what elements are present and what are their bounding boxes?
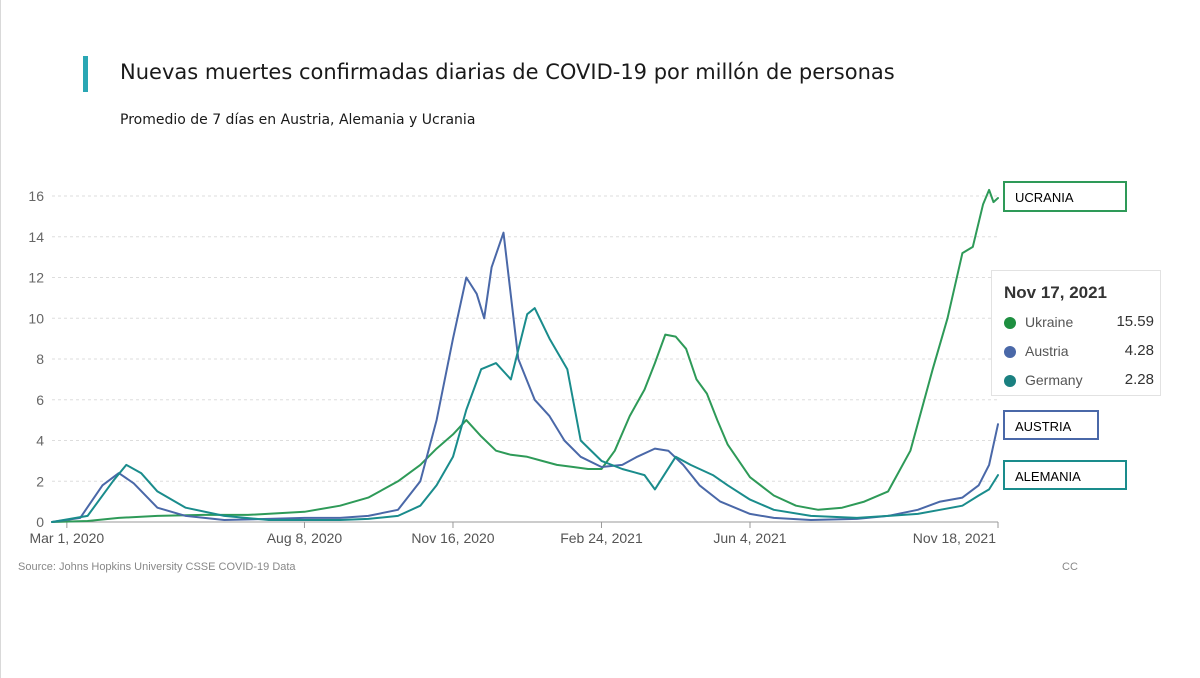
- x-tick-label: Jun 4, 2021: [713, 530, 786, 546]
- chart-title: Nuevas muertes confirmadas diarias de CO…: [120, 60, 895, 84]
- series-line-ukraine: [51, 188, 999, 523]
- x-tick-label: Nov 18, 2021: [913, 530, 996, 546]
- tooltip-series-value: 4.28: [1124, 342, 1154, 359]
- gridlines: [52, 195, 998, 482]
- chart-subtitle: Promedio de 7 días en Austria, Alemania …: [120, 112, 476, 128]
- series-lines: [51, 188, 999, 523]
- source-cc: CC: [1062, 561, 1078, 573]
- y-tick-label: 12: [28, 270, 44, 286]
- legend-dot-icon: [1004, 346, 1016, 358]
- tooltip-series-value: 2.28: [1124, 371, 1154, 388]
- x-tick-label: Aug 8, 2020: [267, 530, 343, 546]
- annotation-austria: AUSTRIA: [1003, 410, 1099, 440]
- x-tick-label: Feb 24, 2021: [560, 530, 643, 546]
- y-axis-ticks: 0 2 4 6 8 10 12 14 16: [28, 188, 44, 530]
- legend-dot-icon: [1004, 317, 1016, 329]
- y-tick-label: 2: [36, 473, 44, 489]
- tooltip-row-germany: Germany 2.28: [1004, 371, 1154, 393]
- tooltip-date: Nov 17, 2021: [1004, 283, 1108, 302]
- tooltip-row-austria: Austria 4.28: [1004, 342, 1154, 364]
- y-tick-label: 14: [28, 229, 44, 245]
- tooltip-series-name: Germany: [1025, 372, 1083, 388]
- tooltip-row-ukraine: Ukraine 15.59: [1004, 313, 1154, 335]
- hover-tooltip: Nov 17, 2021 Ukraine 15.59 Austria 4.28 …: [991, 270, 1161, 396]
- series-line-austria: [51, 231, 999, 523]
- series-line-germany: [51, 307, 999, 523]
- tooltip-series-value: 15.59: [1116, 313, 1154, 330]
- x-tick-label: Nov 16, 2020: [411, 530, 494, 546]
- y-tick-label: 4: [36, 433, 44, 449]
- x-axis-ticks: Mar 1, 2020 Aug 8, 2020 Nov 16, 2020 Feb 24…: [29, 522, 999, 546]
- y-tick-label: 8: [36, 351, 44, 367]
- legend-dot-icon: [1004, 375, 1016, 387]
- y-tick-label: 0: [36, 514, 44, 530]
- y-tick-label: 10: [28, 310, 44, 326]
- source-note: Source: Johns Hopkins University CSSE CO…: [18, 561, 296, 573]
- x-tick-label: Mar 1, 2020: [29, 530, 104, 546]
- tooltip-series-name: Austria: [1025, 343, 1069, 359]
- title-accent-bar: [83, 56, 88, 92]
- y-tick-label: 16: [28, 188, 44, 204]
- annotation-germany: ALEMANIA: [1003, 460, 1127, 490]
- y-tick-label: 6: [36, 392, 44, 408]
- annotation-ukraine: UCRANIA: [1003, 181, 1127, 212]
- tooltip-series-name: Ukraine: [1025, 314, 1074, 330]
- frame-edge: [0, 0, 1, 678]
